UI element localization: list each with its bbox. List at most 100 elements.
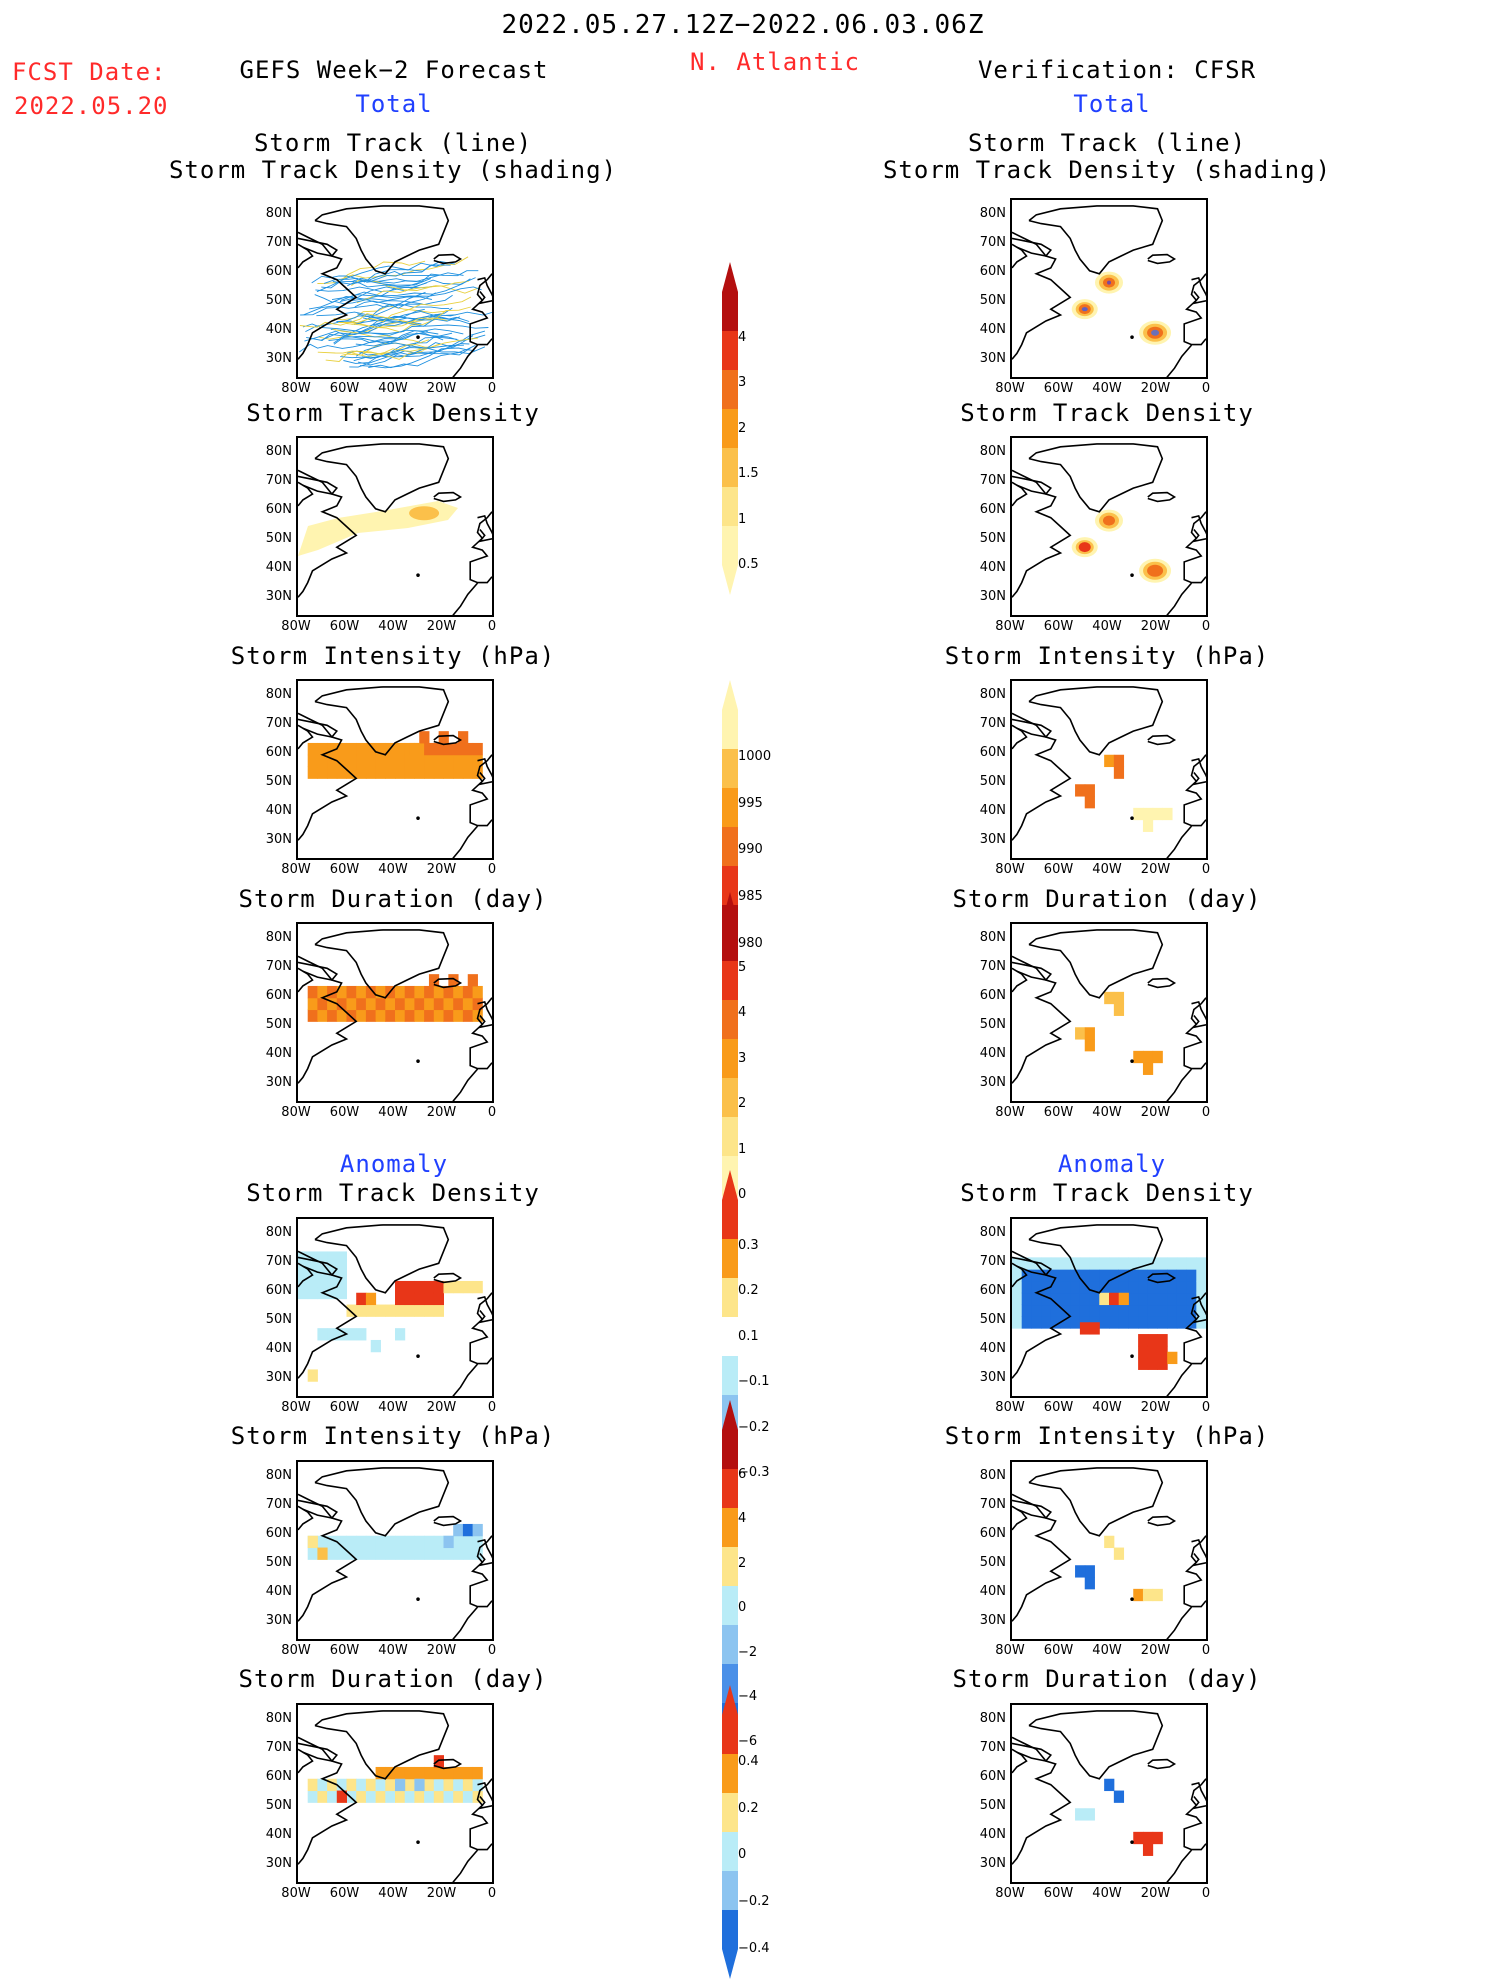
left-track-line-title-2: Storm Track Density (shading) (168, 156, 618, 184)
lon-tick-label: 80W (281, 1105, 311, 1120)
lat-tick-label: 80N (265, 1468, 292, 1483)
lon-tick-label: 20W (426, 1886, 457, 1901)
lat-tick-label: 70N (265, 235, 292, 250)
left-intensity-title: Storm Intensity (hPa) (230, 642, 556, 670)
lat-tick-label: 40N (979, 1827, 1006, 1842)
right-anomaly-label: Anomaly (1057, 1150, 1167, 1178)
lat-tick-label: 80N (265, 1225, 292, 1240)
lat-tick-label: 60N (979, 1283, 1006, 1298)
duration-total-colorbar-label: 1 (738, 1141, 747, 1157)
lon-tick-label: 60W (1043, 381, 1074, 396)
lat-tick-label: 30N (979, 1075, 1006, 1090)
left-intensity-map (296, 679, 494, 860)
lon-tick-label: 60W (1043, 1886, 1074, 1901)
lat-tick-label: 40N (265, 1584, 292, 1599)
region-title: N. Atlantic (690, 48, 860, 76)
lat-tick-label: 50N (979, 1798, 1006, 1813)
lon-tick-label: 40W (378, 619, 408, 634)
lat-tick-label: 70N (979, 1497, 1006, 1512)
right-intensity-map (1010, 679, 1208, 860)
lon-tick-label: 60W (329, 1105, 360, 1120)
duration-total-colorbar-label: 4 (738, 1005, 747, 1020)
lon-tick-label: 0 (1201, 1643, 1211, 1658)
lat-tick-label: 70N (979, 716, 1006, 731)
lat-tick-label: 40N (265, 1827, 292, 1842)
lon-tick-label: 60W (1043, 1105, 1074, 1120)
density-anomaly-colorbar-label: 0.3 (738, 1237, 759, 1253)
lon-tick-label: 80W (995, 1105, 1025, 1120)
right-anomaly-duration-map (1010, 1703, 1208, 1884)
lon-tick-label: 60W (1043, 619, 1074, 634)
left-density-title: Storm Track Density (246, 399, 540, 427)
lon-tick-label: 20W (426, 619, 457, 634)
lon-tick-label: 40W (1092, 1643, 1122, 1658)
density-anomaly-colorbar-label: −0.3 (738, 1465, 770, 1480)
intensity-anomaly-colorbar-label: 0 (738, 1600, 747, 1616)
density-total-colorbar-label: 1 (738, 511, 747, 527)
left-anomaly-intensity-title: Storm Intensity (hPa) (230, 1422, 556, 1450)
lon-tick-label: 20W (426, 1643, 457, 1658)
intensity-anomaly-colorbar-label: −4 (738, 1689, 758, 1705)
lat-tick-label: 30N (979, 1856, 1006, 1871)
right-density-map (1010, 436, 1208, 617)
lat-tick-label: 80N (979, 1468, 1006, 1483)
lon-tick-label: 0 (487, 1400, 497, 1415)
lon-tick-label: 0 (487, 381, 497, 396)
lat-tick-label: 80N (265, 1711, 292, 1726)
lon-tick-label: 40W (378, 862, 408, 877)
left-track-line-title: Storm Track (line) (253, 129, 533, 157)
lon-tick-label: 40W (378, 1400, 408, 1415)
left-density-map (296, 436, 494, 617)
intensity-anomaly-colorbar-label: −6 (738, 1734, 758, 1749)
lon-tick-label: 80W (995, 862, 1025, 877)
lon-tick-label: 40W (378, 381, 408, 396)
lon-tick-label: 80W (995, 619, 1025, 634)
lon-tick-label: 20W (426, 1105, 457, 1120)
density-anomaly-colorbar-label: −0.1 (738, 1374, 770, 1389)
lat-tick-label: 30N (265, 1856, 292, 1871)
right-total-label: Total (1073, 90, 1151, 118)
lat-tick-label: 50N (265, 774, 292, 789)
lat-tick-label: 50N (979, 293, 1006, 308)
lat-tick-label: 70N (265, 1254, 292, 1269)
lat-tick-label: 80N (979, 1225, 1006, 1240)
density-anomaly-colorbar-label: −0.2 (738, 1419, 770, 1435)
lon-tick-label: 80W (995, 1643, 1025, 1658)
lat-tick-label: 30N (265, 589, 292, 604)
intensity-total-colorbar-label: 985 (738, 889, 763, 905)
lat-tick-label: 80N (265, 206, 292, 221)
right-column-title: Verification: CFSR (977, 56, 1257, 84)
lat-tick-label: 80N (265, 444, 292, 459)
lat-tick-label: 30N (979, 351, 1006, 366)
lat-tick-label: 70N (979, 473, 1006, 488)
lat-tick-label: 30N (979, 589, 1006, 604)
duration-total-colorbar-label: 5 (738, 959, 747, 975)
lon-tick-label: 80W (281, 619, 311, 634)
lon-tick-label: 0 (487, 1886, 497, 1901)
lon-tick-label: 40W (378, 1886, 408, 1901)
lat-tick-label: 70N (265, 716, 292, 731)
lon-tick-label: 40W (1092, 862, 1122, 877)
lat-tick-label: 50N (265, 531, 292, 546)
lat-tick-label: 70N (979, 959, 1006, 974)
lon-tick-label: 40W (1092, 1886, 1122, 1901)
lat-tick-label: 40N (979, 560, 1006, 575)
lon-tick-label: 0 (487, 619, 497, 634)
lon-tick-label: 0 (487, 862, 497, 877)
lat-tick-label: 30N (265, 1370, 292, 1385)
lon-tick-label: 80W (995, 1400, 1025, 1415)
left-duration-title: Storm Duration (day) (238, 885, 548, 913)
lon-tick-label: 80W (281, 1886, 311, 1901)
lat-tick-label: 50N (979, 531, 1006, 546)
lon-tick-label: 20W (1140, 1886, 1171, 1901)
density-total-colorbar (712, 262, 812, 599)
lat-tick-label: 80N (265, 687, 292, 702)
intensity-total-colorbar-label: 995 (738, 795, 763, 811)
lon-tick-label: 0 (1201, 862, 1211, 877)
lat-tick-label: 30N (265, 832, 292, 847)
lat-tick-label: 70N (979, 235, 1006, 250)
intensity-anomaly-colorbar-label: −2 (738, 1644, 758, 1660)
lon-tick-label: 20W (1140, 862, 1171, 877)
left-anomaly-label: Anomaly (339, 1150, 449, 1178)
lat-tick-label: 80N (979, 206, 1006, 221)
